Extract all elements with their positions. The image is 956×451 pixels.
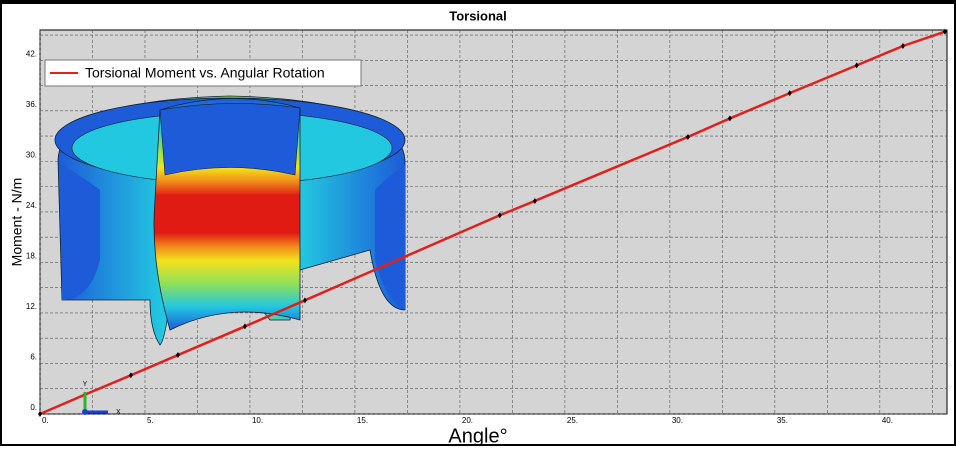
data-point xyxy=(302,297,307,304)
data-point xyxy=(900,43,905,49)
series-line xyxy=(39,30,946,416)
data-point xyxy=(497,212,502,219)
triad: Y X xyxy=(82,381,121,416)
x-tick-label: 35. xyxy=(777,416,788,425)
triad-label: X xyxy=(116,409,121,416)
y-tick-label: 24. xyxy=(26,201,37,210)
legend: Torsional Moment vs. Angular Rotation xyxy=(44,59,362,87)
series-layer xyxy=(38,28,947,417)
chart-title: Torsional xyxy=(449,8,507,23)
y-tick-label: 42. xyxy=(26,49,37,58)
data-point xyxy=(787,90,792,97)
data-point xyxy=(128,372,133,379)
data-point xyxy=(685,133,690,140)
y-tick-label: 12. xyxy=(26,302,37,311)
triad-origin xyxy=(82,409,88,415)
x-tick-label: 25. xyxy=(567,416,578,425)
data-point xyxy=(532,197,537,204)
data-point xyxy=(854,62,859,69)
x-tick-label: 0. xyxy=(42,416,49,425)
x-tick-label: 10. xyxy=(252,416,263,425)
legend-box xyxy=(44,59,362,87)
x-tick-label: 30. xyxy=(672,416,683,425)
data-point xyxy=(175,352,180,359)
y-axis-label: Moment - N/m xyxy=(9,178,25,267)
data-point xyxy=(242,323,247,330)
y-tick-label: 18. xyxy=(26,252,37,261)
y-tick-label: 0. xyxy=(30,403,37,412)
legend-label: Torsional Moment vs. Angular Rotation xyxy=(85,65,325,81)
data-point xyxy=(38,411,42,417)
x-tick-label: 15. xyxy=(357,416,368,425)
y-tick-label: 36. xyxy=(26,100,37,109)
x-tick-label: 40. xyxy=(882,416,893,425)
data-point xyxy=(727,115,732,122)
y-tick-label: 30. xyxy=(26,150,37,159)
x-axis-label: Angle° xyxy=(448,425,507,446)
x-tick-label: 5. xyxy=(147,416,154,425)
triad-label: Y xyxy=(83,381,88,388)
fea-inset xyxy=(54,95,406,346)
x-tick-label: 20. xyxy=(462,416,473,425)
data-point xyxy=(942,28,947,35)
y-tick-label: 6. xyxy=(30,353,37,362)
